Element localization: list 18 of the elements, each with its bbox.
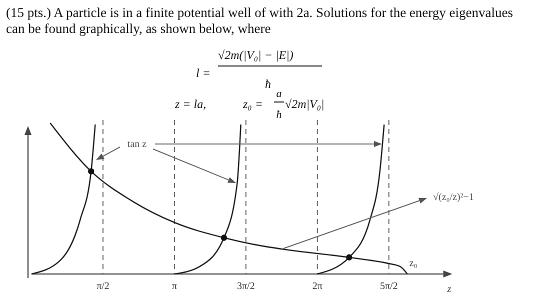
text: √(z₀/z)²−1 xyxy=(433,192,474,203)
x-tick-label: 3π/2 xyxy=(236,281,255,292)
text: ħ xyxy=(265,77,271,91)
annotation: z₀ xyxy=(409,258,418,269)
x-axis-title: z xyxy=(446,284,452,295)
text: a xyxy=(276,88,282,100)
text: z = la, xyxy=(174,97,206,111)
text: ħ xyxy=(276,109,282,121)
x-tick-label: π xyxy=(172,281,177,292)
text: l = xyxy=(196,66,210,80)
x-tick-label: π/2 xyxy=(96,281,110,292)
text: √2m|V₀| xyxy=(285,97,324,111)
text: √2m(|V₀| − |E|) xyxy=(218,48,294,62)
text: tan z xyxy=(127,139,148,150)
chart-title: (15 pts.) A particle is in a finite potential well of with 2a. Solutions for the energy eigenvalues can be found graphically, as shown below, where xyxy=(6,5,514,36)
text: z₀ = xyxy=(242,97,263,111)
x-tick-label: 2π xyxy=(312,281,322,292)
x-tick-label: 5π/2 xyxy=(380,281,398,292)
